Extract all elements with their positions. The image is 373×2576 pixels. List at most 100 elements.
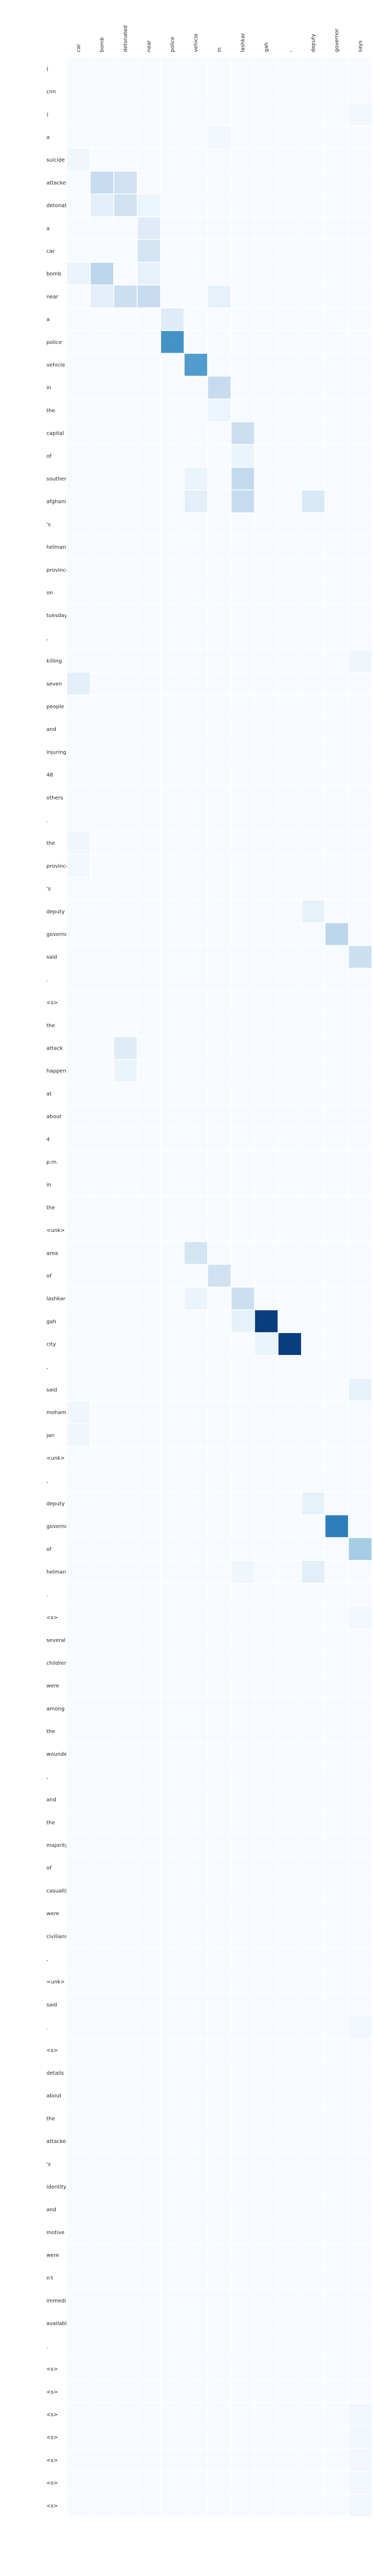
heatmap-cell — [160, 1696, 185, 1720]
heatmap-cell — [348, 2448, 372, 2472]
heatmap-cell — [66, 1150, 91, 1174]
heatmap-cell — [254, 1423, 279, 1447]
heatmap-cell — [90, 1446, 114, 1470]
heatmap-cell — [231, 2038, 255, 2062]
heatmap-cell — [324, 2402, 349, 2426]
heatmap-cell — [160, 330, 185, 354]
heatmap-cell — [301, 1605, 326, 1630]
heatmap-cell — [348, 2266, 372, 2290]
heatmap-cell — [160, 193, 185, 217]
heatmap-cell — [278, 1036, 302, 1060]
heatmap-cell — [160, 1332, 185, 1356]
heatmap-cell — [301, 2334, 326, 2358]
y-tick-label: province — [46, 568, 69, 573]
heatmap-cell — [113, 376, 138, 400]
heatmap-cell — [231, 307, 255, 331]
heatmap-cell — [348, 1719, 372, 1743]
heatmap-cell — [184, 1264, 208, 1288]
heatmap-cell — [90, 353, 114, 377]
x-tick-label: governor — [334, 28, 340, 52]
heatmap-cell — [254, 945, 279, 969]
heatmap-cell — [66, 1537, 91, 1561]
heatmap-cell — [207, 1788, 232, 1811]
heatmap-cell — [207, 1469, 232, 1493]
y-tick-label: car — [46, 249, 55, 254]
heatmap-cell — [113, 1173, 138, 1197]
heatmap-cell — [348, 2198, 372, 2222]
heatmap-cell — [254, 307, 279, 331]
heatmap-cell — [278, 1856, 302, 1880]
y-tick-label: 48 — [46, 772, 53, 778]
heatmap-cell — [324, 1719, 349, 1743]
heatmap-cell — [278, 1081, 302, 1105]
heatmap-cell — [137, 535, 161, 559]
heatmap-cell — [231, 1241, 255, 1265]
heatmap-cell — [207, 1810, 232, 1834]
heatmap-cell — [348, 1423, 372, 1447]
heatmap-cell — [160, 1013, 185, 1037]
heatmap-cell — [348, 1218, 372, 1242]
heatmap-cell — [324, 2311, 349, 2335]
heatmap-cell — [207, 512, 232, 536]
heatmap-cell — [66, 1036, 91, 1060]
heatmap-cell — [324, 1150, 349, 1174]
heatmap-cell — [184, 376, 208, 400]
heatmap-cell — [90, 307, 114, 331]
heatmap-cell — [207, 603, 232, 627]
heatmap-cell — [90, 922, 114, 946]
y-tick-label: governor — [46, 932, 70, 938]
heatmap-cell — [348, 2311, 372, 2335]
heatmap-cell — [90, 262, 114, 286]
y-tick-label: the — [46, 1729, 55, 1734]
heatmap-cell — [137, 1195, 161, 1219]
heatmap-cell — [207, 762, 232, 787]
heatmap-cell — [137, 2220, 161, 2244]
heatmap-cell — [254, 2311, 279, 2335]
heatmap-cell — [278, 2220, 302, 2244]
heatmap-cell — [137, 1924, 161, 1948]
heatmap-cell — [301, 1264, 326, 1288]
heatmap-cell — [66, 2198, 91, 2222]
heatmap-cell — [231, 1104, 255, 1128]
heatmap-cell — [231, 968, 255, 992]
heatmap-cell — [348, 2220, 372, 2244]
heatmap-cell — [184, 2015, 208, 2039]
heatmap-cell — [184, 1446, 208, 1470]
heatmap-cell — [348, 1628, 372, 1652]
heatmap-cell — [254, 762, 279, 787]
heatmap-cell — [184, 2402, 208, 2426]
heatmap-cell — [113, 877, 138, 901]
y-tick-label: said — [46, 955, 57, 960]
heatmap-cell — [90, 558, 114, 582]
y-tick-label: province — [46, 864, 69, 869]
heatmap-cell — [348, 285, 372, 309]
heatmap-cell — [324, 193, 349, 217]
heatmap-cell — [160, 1651, 185, 1675]
heatmap-cell — [137, 1560, 161, 1584]
heatmap-cell — [231, 79, 255, 104]
heatmap-cell — [254, 1719, 279, 1743]
heatmap-cell — [137, 1810, 161, 1834]
heatmap-cell — [231, 2311, 255, 2335]
heatmap-cell — [90, 1651, 114, 1675]
heatmap-cell — [160, 1537, 185, 1561]
heatmap-cells — [66, 57, 372, 2518]
heatmap-cell — [324, 1218, 349, 1242]
heatmap-cell — [113, 1833, 138, 1857]
heatmap-cell — [207, 2288, 232, 2313]
heatmap-cell — [278, 1332, 302, 1356]
heatmap-cell — [90, 2038, 114, 2062]
heatmap-cell — [207, 353, 232, 377]
heatmap-cell — [278, 1947, 302, 1971]
heatmap-cell — [348, 2288, 372, 2313]
heatmap-cell — [207, 1605, 232, 1630]
heatmap-cell — [137, 740, 161, 764]
y-tick-label: about — [46, 2093, 62, 2099]
heatmap-cell — [90, 945, 114, 969]
heatmap-cell — [160, 2015, 185, 2039]
heatmap-cell — [301, 2015, 326, 2039]
heatmap-cell — [113, 2402, 138, 2426]
heatmap-cell — [301, 877, 326, 901]
heatmap-cell — [254, 808, 279, 832]
heatmap-cell — [207, 1423, 232, 1447]
